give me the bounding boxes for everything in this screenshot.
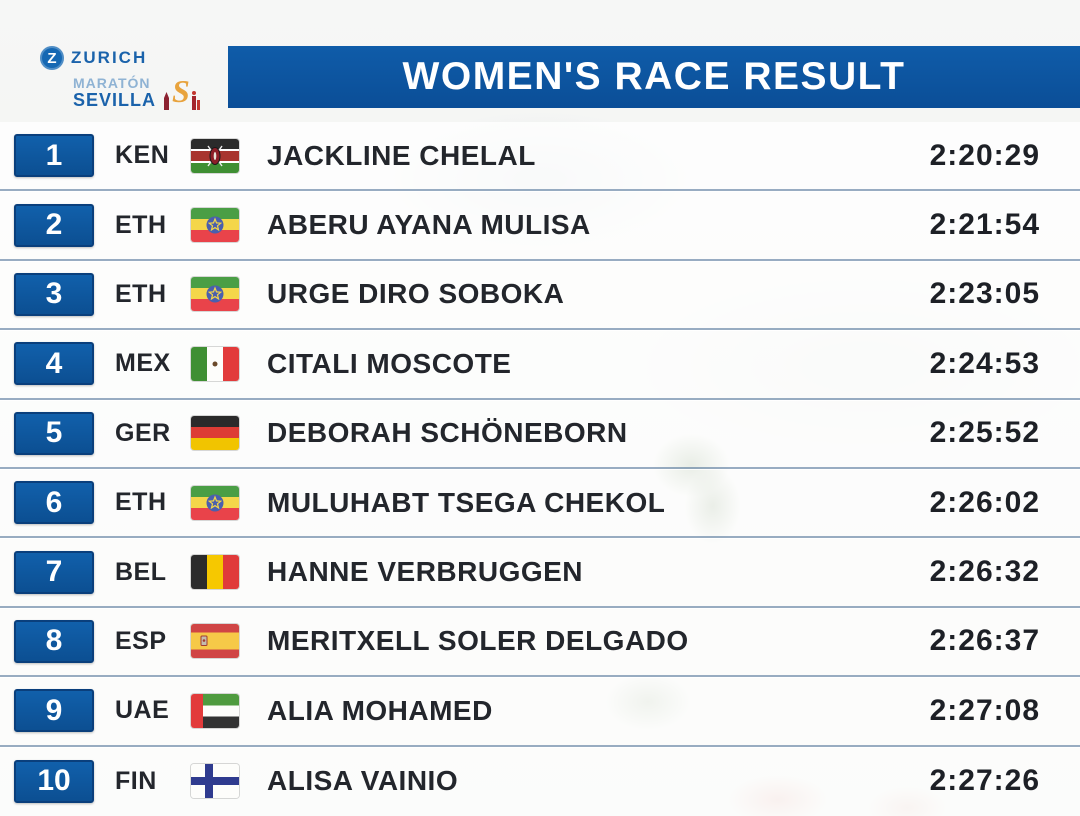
bel-flag-icon [191,555,239,590]
rank-badge: 10 [14,759,94,803]
finish-time: 2:27:26 [929,764,1040,798]
rank-badge: 4 [14,342,94,386]
athlete-name: JACKLINE CHELAL [267,139,536,171]
athlete-name: DEBORAH SCHÖNEBORN [267,417,628,449]
country-code: ETH [115,488,167,517]
eth-flag-icon [191,277,239,312]
rank-badge: 1 [14,134,94,178]
zurich-z-icon: Z [40,46,64,70]
sponsor-logo: Z ZURICH MARATÓN SEVILLA S [40,46,230,110]
rank-number: 4 [45,346,63,380]
athlete-name: ALISA VAINIO [267,765,459,797]
svg-text:S: S [172,73,190,109]
finish-time: 2:27:08 [929,693,1040,727]
finish-time: 2:23:05 [929,277,1040,311]
athlete-name: MERITXELL SOLER DELGADO [267,625,689,657]
title-bar: WOMEN'S RACE RESULT [228,46,1080,108]
rank-badge: 5 [14,411,94,455]
country-code: ESP [115,626,167,655]
rank-number: 6 [45,485,63,519]
result-row: 8 ESP MERITXELL SOLER DELGADO 2:26:37 [0,607,1080,678]
country-code: UAE [115,696,170,725]
finish-time: 2:25:52 [929,416,1040,450]
country-code: BEL [115,557,167,586]
brand-name: ZURICH [71,48,148,67]
rank-number: 10 [37,764,71,798]
result-row: 5 GER DEBORAH SCHÖNEBORN 2:25:52 [0,399,1080,469]
finish-time: 2:26:32 [929,555,1040,589]
country-code: KEN [115,141,170,170]
rank-badge: 7 [14,550,94,594]
athlete-name: HANNE VERBRUGGEN [267,556,584,588]
result-row: 1 KEN JACKLINE CHELAL 2:20:29 [0,122,1080,192]
result-row: 2 ETH ABERU AYANA MULISA 2:21:54 [0,191,1080,261]
athlete-name: MULUHABT TSEGA CHEKOL [267,486,666,518]
result-row: 6 ETH MULUHABT TSEGA CHEKOL 2:26:02 [0,469,1080,539]
rank-badge: 8 [14,619,94,663]
athlete-name: CITALI MOSCOTE [267,347,512,379]
eth-flag-icon [191,485,239,520]
rank-number: 5 [45,416,63,450]
logo-brand-row: Z ZURICH [40,46,230,70]
esp-flag-icon [191,624,239,659]
rank-badge: 3 [14,272,94,316]
results-table: 1 KEN JACKLINE CHELAL 2:20:29 2 ETH ABER… [0,122,1080,816]
page-title: WOMEN'S RACE RESULT [402,55,906,98]
logo-event-row: MARATÓN SEVILLA S [40,72,230,110]
finish-time: 2:24:53 [929,346,1040,380]
country-code: ETH [115,279,167,308]
country-code: GER [115,418,171,447]
mex-flag-icon [191,346,239,381]
country-code: FIN [115,766,157,795]
event-name-line1: MARATÓN [73,75,151,92]
country-code: ETH [115,210,167,239]
finish-time: 2:20:29 [929,138,1040,172]
sevilla-marathon-emblem-icon: S [162,72,202,114]
ken-flag-icon [191,138,239,173]
rank-number: 9 [45,693,63,727]
rank-badge: 2 [14,203,94,247]
header: Z ZURICH MARATÓN SEVILLA S [0,0,1080,122]
eth-flag-icon [191,208,239,243]
event-name-line2: SEVILLA [73,90,157,111]
rank-number: 3 [45,277,63,311]
ger-flag-icon [191,416,239,451]
rank-number: 7 [45,555,63,589]
rank-number: 8 [45,624,63,658]
finish-time: 2:26:37 [929,624,1040,658]
rank-number: 2 [45,208,63,242]
result-row: 4 MEX CITALI MOSCOTE 2:24:53 [0,330,1080,400]
rank-badge: 9 [14,689,94,733]
athlete-name: ALIA MOHAMED [267,694,493,726]
finish-time: 2:21:54 [929,208,1040,242]
result-row: 9 UAE ALIA MOHAMED 2:27:08 [0,677,1080,747]
result-row: 3 ETH URGE DIRO SOBOKA 2:23:05 [0,260,1080,331]
athlete-name: URGE DIRO SOBOKA [267,278,565,310]
athlete-name: ABERU AYANA MULISA [267,209,591,241]
fin-flag-icon [191,764,239,799]
rank-badge: 6 [14,481,94,525]
result-row: 10 FIN ALISA VAINIO 2:27:26 [0,746,1080,816]
finish-time: 2:26:02 [929,485,1040,519]
country-code: MEX [115,349,171,378]
rank-number: 1 [45,138,63,172]
uae-flag-icon [191,693,239,728]
result-row: 7 BEL HANNE VERBRUGGEN 2:26:32 [0,538,1080,608]
